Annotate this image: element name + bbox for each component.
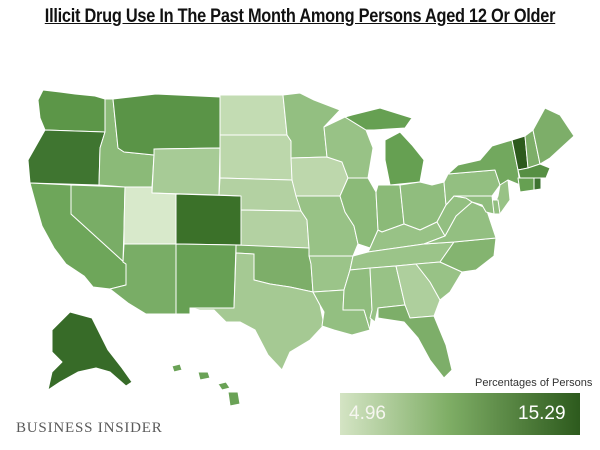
- state-mt: [112, 93, 221, 156]
- state-hi: [171, 363, 241, 407]
- state-nm: [175, 243, 237, 315]
- state-wy: [151, 147, 221, 196]
- map-title: Illicit Drug Use In The Past Month Among…: [44, 6, 556, 27]
- state-in: [375, 184, 405, 233]
- legend-min-label: 4.96: [349, 403, 386, 424]
- state-fl: [377, 304, 453, 379]
- state-sd: [219, 134, 293, 181]
- state-ak: [47, 311, 133, 391]
- state-wa: [37, 89, 106, 133]
- state-ut: [123, 186, 177, 245]
- state-ks: [240, 209, 310, 249]
- state-ia: [290, 156, 349, 197]
- legend-color-bar: [340, 393, 580, 435]
- state-md: [453, 195, 495, 215]
- state-me: [532, 107, 575, 165]
- state-co: [175, 193, 242, 246]
- legend-title: Percentages of Persons: [475, 377, 593, 389]
- state-ri: [533, 177, 542, 191]
- state-il: [339, 177, 379, 249]
- state-or: [27, 129, 106, 186]
- state-tx: [189, 252, 325, 371]
- state-mi: [344, 107, 425, 186]
- state-ct: [517, 177, 535, 193]
- legend-max-label: 15.29: [518, 403, 566, 424]
- state-nd: [219, 94, 288, 136]
- business-insider-logo: BUSINESS INSIDER: [16, 420, 163, 436]
